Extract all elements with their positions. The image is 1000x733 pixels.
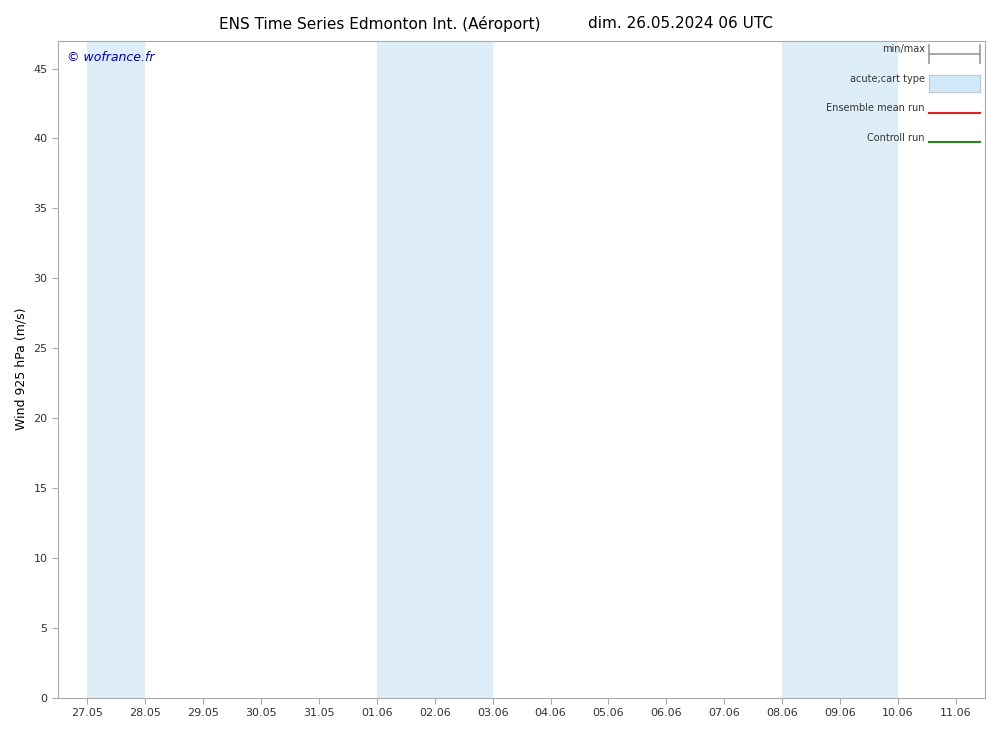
Text: ENS Time Series Edmonton Int. (Aéroport): ENS Time Series Edmonton Int. (Aéroport) (219, 16, 541, 32)
Bar (929, 75, 980, 92)
Text: min/max: min/max (882, 44, 925, 54)
Text: dim. 26.05.2024 06 UTC: dim. 26.05.2024 06 UTC (588, 16, 772, 31)
Bar (377, 40, 493, 698)
Text: acute;cart type: acute;cart type (850, 73, 925, 84)
Text: Ensemble mean run: Ensemble mean run (826, 103, 925, 113)
Bar (782, 40, 898, 698)
Y-axis label: Wind 925 hPa (m/s): Wind 925 hPa (m/s) (15, 308, 28, 430)
Bar (87, 40, 145, 698)
Text: Controll run: Controll run (867, 133, 925, 143)
Text: © wofrance.fr: © wofrance.fr (67, 51, 155, 64)
Bar (929, 75, 980, 92)
